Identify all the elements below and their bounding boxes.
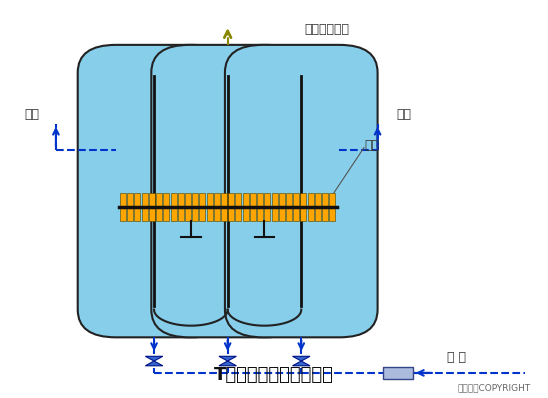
Text: 出水: 出水 <box>396 107 411 121</box>
Bar <box>185 193 191 207</box>
Bar <box>214 193 220 207</box>
Bar <box>170 207 176 221</box>
Text: T型氧化沟系统工艺流程: T型氧化沟系统工艺流程 <box>214 366 334 384</box>
Bar <box>307 207 313 221</box>
Bar <box>207 207 213 221</box>
Text: 进 水: 进 水 <box>447 351 466 364</box>
Bar <box>264 193 270 207</box>
Bar <box>192 193 198 207</box>
Bar <box>300 193 306 207</box>
Polygon shape <box>219 361 236 366</box>
Bar <box>329 207 335 221</box>
Bar <box>286 207 292 221</box>
Text: 出水: 出水 <box>24 107 39 121</box>
Bar <box>199 207 206 221</box>
Bar <box>120 207 126 221</box>
Bar <box>250 207 256 221</box>
Bar <box>315 193 321 207</box>
Polygon shape <box>145 356 163 361</box>
Bar <box>127 207 133 221</box>
Bar <box>163 207 169 221</box>
Bar <box>236 207 242 221</box>
Text: 剩余污泥排放: 剩余污泥排放 <box>304 23 349 35</box>
Bar <box>163 193 169 207</box>
Bar <box>207 193 213 207</box>
Bar <box>243 207 249 221</box>
Bar <box>120 193 126 207</box>
Bar <box>178 193 184 207</box>
Bar <box>134 193 140 207</box>
Bar <box>243 193 249 207</box>
Bar <box>178 207 184 221</box>
Bar <box>329 193 335 207</box>
Bar <box>293 193 299 207</box>
Bar <box>257 207 263 221</box>
Polygon shape <box>293 356 310 361</box>
Bar <box>141 193 147 207</box>
Bar <box>127 193 133 207</box>
Polygon shape <box>145 361 163 366</box>
FancyBboxPatch shape <box>151 45 304 338</box>
Bar <box>383 367 413 379</box>
Bar <box>192 207 198 221</box>
Bar <box>149 207 155 221</box>
Bar <box>221 193 227 207</box>
Bar <box>141 207 147 221</box>
Bar <box>156 193 162 207</box>
Polygon shape <box>293 361 310 366</box>
Bar <box>170 193 176 207</box>
Bar <box>322 207 328 221</box>
Text: 转刷: 转刷 <box>364 139 379 152</box>
Bar <box>279 193 285 207</box>
Bar <box>199 193 206 207</box>
Bar <box>264 207 270 221</box>
Polygon shape <box>219 356 236 361</box>
Bar <box>300 207 306 221</box>
Bar <box>236 193 242 207</box>
Bar <box>250 193 256 207</box>
Bar <box>272 207 278 221</box>
Bar <box>293 207 299 221</box>
Bar <box>214 207 220 221</box>
Bar <box>229 193 234 207</box>
Bar <box>315 207 321 221</box>
Bar <box>229 207 234 221</box>
Bar <box>185 207 191 221</box>
Bar <box>272 193 278 207</box>
FancyBboxPatch shape <box>78 45 230 338</box>
Bar <box>286 193 292 207</box>
Bar <box>307 193 313 207</box>
Bar <box>134 207 140 221</box>
Bar <box>156 207 162 221</box>
FancyBboxPatch shape <box>225 45 378 338</box>
Bar <box>149 193 155 207</box>
Bar <box>221 207 227 221</box>
Text: 东方仿真COPYRIGHT: 东方仿真COPYRIGHT <box>457 384 530 393</box>
Bar <box>322 193 328 207</box>
Bar <box>279 207 285 221</box>
Bar <box>257 193 263 207</box>
